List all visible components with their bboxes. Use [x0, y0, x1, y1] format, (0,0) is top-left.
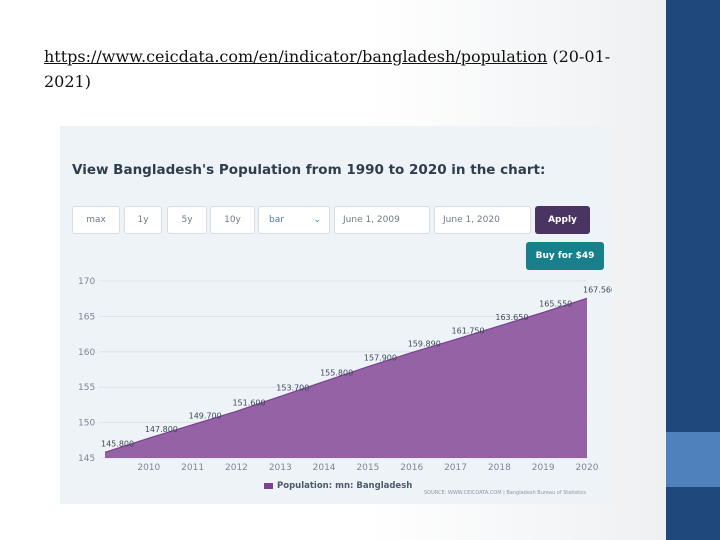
y-tick-label: 165 — [78, 312, 95, 322]
x-tick-label: 2012 — [225, 463, 248, 473]
data-label: 147.800 — [145, 425, 178, 434]
data-label: 155.800 — [320, 369, 353, 378]
x-tick-label: 2011 — [181, 463, 204, 473]
population-line — [104, 297, 588, 453]
x-tick-label: 2013 — [269, 463, 292, 473]
data-label: 149.700 — [189, 412, 222, 421]
data-label: 157.900 — [364, 354, 397, 363]
y-tick-label: 155 — [78, 383, 95, 393]
x-tick-label: 2016 — [400, 463, 423, 473]
source-credit: SOURCE: WWW.CEICDATA.COM | Bangladesh Bu… — [424, 490, 586, 496]
data-label: 167.560 — [583, 285, 612, 294]
population-chart: 145 150 155 160 165 170 145.800 147.800 149.700 1… — [78, 277, 612, 473]
population-area — [105, 298, 587, 458]
y-tick-label: 150 — [78, 419, 95, 429]
x-tick-label: 2015 — [356, 463, 379, 473]
range-1y-button[interactable]: 1y — [124, 206, 162, 234]
end-date-input[interactable]: June 1, 2020 — [434, 206, 531, 234]
chart-panel: View Bangladesh's Population from 1990 t… — [60, 126, 612, 504]
source-citation: https://www.ceicdata.com/en/indicator/ba… — [44, 44, 624, 94]
panel-title: View Bangladesh's Population from 1990 t… — [72, 162, 546, 178]
range-5y-button[interactable]: 5y — [167, 206, 207, 234]
chart-type-select[interactable]: bar ⌄ — [258, 206, 330, 234]
x-tick-label: 2018 — [488, 463, 511, 473]
data-label: 145.800 — [101, 439, 134, 448]
source-date: (20-01-2021) — [44, 47, 611, 91]
data-label: 165.550 — [539, 300, 572, 309]
buy-button[interactable]: Buy for $49 — [526, 242, 604, 270]
chevron-down-icon: ⌄ — [313, 215, 321, 225]
y-tick-label: 170 — [78, 277, 95, 287]
x-tick-label: 2020 — [576, 463, 599, 473]
y-tick-label: 160 — [78, 348, 95, 358]
legend-swatch — [264, 483, 273, 489]
x-tick-label: 2017 — [444, 463, 467, 473]
data-label: 163.650 — [495, 313, 528, 322]
range-10y-button[interactable]: 10y — [210, 206, 255, 234]
x-tick-label: 2014 — [313, 463, 336, 473]
data-label: 153.700 — [276, 383, 309, 392]
source-link[interactable]: https://www.ceicdata.com/en/indicator/ba… — [44, 47, 548, 66]
x-tick-label: 2019 — [532, 463, 555, 473]
range-max-button[interactable]: max — [72, 206, 120, 234]
slide-side-accent — [666, 432, 720, 487]
legend-label: Population: mn: Bangladesh — [277, 481, 413, 491]
x-tick-label: 2010 — [137, 463, 160, 473]
data-label: 151.600 — [232, 398, 265, 407]
y-tick-label: 145 — [78, 454, 95, 464]
chart-type-value: bar — [269, 215, 284, 225]
data-label: 161.750 — [452, 326, 485, 335]
start-date-input[interactable]: June 1, 2009 — [334, 206, 430, 234]
apply-button[interactable]: Apply — [535, 206, 590, 234]
data-label: 159.890 — [408, 340, 441, 349]
chart-legend: Population: mn: Bangladesh — [264, 481, 412, 491]
